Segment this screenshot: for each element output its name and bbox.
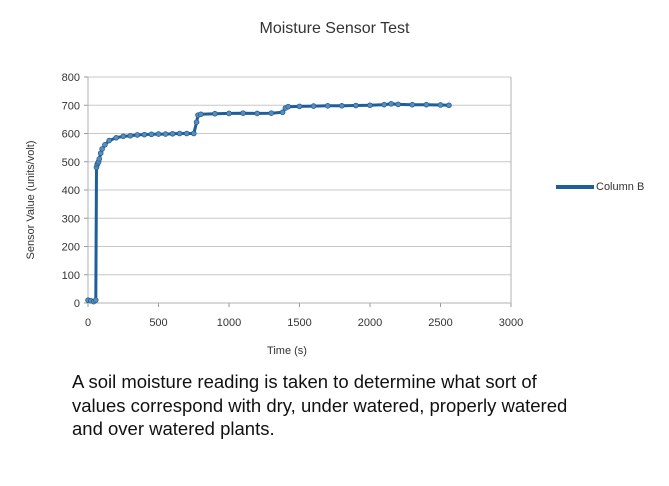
y-axis-label: Sensor Value (units/volt): [25, 140, 37, 259]
data-point: [198, 111, 204, 118]
data-point: [193, 119, 200, 125]
x-tick-label: 2500: [428, 317, 452, 329]
y-tick-label: 200: [62, 242, 80, 254]
x-tick-label: 3000: [499, 317, 523, 329]
data-point: [169, 130, 176, 137]
data-point: [353, 102, 359, 109]
data-point: [127, 132, 134, 139]
data-point: [367, 102, 373, 109]
data-point: [141, 131, 148, 138]
y-tick-label: 800: [62, 72, 80, 84]
x-tick-label: 1000: [217, 317, 241, 329]
data-point: [409, 101, 416, 108]
tick-labels: 0 100 200 300 400 500 600 700 800 0 500 1000 1500 200…: [62, 72, 524, 329]
data-point: [437, 102, 444, 108]
y-tick-label: 300: [62, 213, 80, 225]
legend: Column B: [556, 181, 644, 193]
x-axis-label: Time (s): [267, 345, 307, 357]
x-tick-label: 2000: [358, 317, 382, 329]
caption-text: A soil moisture reading is taken to dete…: [72, 371, 568, 439]
x-tick-label: 500: [149, 317, 167, 329]
y-tick-label: 700: [62, 100, 80, 112]
data-point: [279, 109, 286, 116]
data-point: [423, 101, 430, 108]
y-tick-label: 500: [62, 157, 80, 169]
data-point: [134, 132, 141, 138]
data-point: [254, 110, 261, 117]
data-point: [310, 103, 317, 109]
data-point: [96, 156, 103, 162]
data-point: [395, 101, 402, 108]
data-point: [148, 131, 155, 138]
data-point: [446, 102, 452, 109]
data-point: [162, 131, 169, 137]
y-tick-label: 0: [74, 298, 80, 310]
data-series: [85, 101, 452, 305]
data-point: [92, 297, 99, 303]
data-point: [176, 130, 183, 137]
data-point: [102, 142, 108, 148]
data-point: [120, 133, 127, 140]
data-point: [268, 110, 275, 116]
data-point: [324, 103, 331, 109]
data-point: [226, 110, 232, 117]
data-point: [190, 130, 197, 137]
data-point: [183, 130, 190, 137]
x-tick-label: 1500: [287, 317, 311, 329]
data-point: [296, 103, 303, 110]
x-tick-label: 0: [85, 317, 91, 329]
chart-title: Moisture Sensor Test: [259, 20, 410, 37]
data-point: [99, 146, 105, 152]
data-point: [155, 131, 162, 137]
data-point: [240, 110, 246, 116]
data-point: [113, 134, 119, 141]
y-tick-label: 600: [62, 129, 80, 141]
data-point: [285, 103, 292, 110]
y-tick-label: 400: [62, 185, 80, 197]
axes: [84, 76, 512, 307]
data-point: [212, 110, 218, 117]
data-point: [388, 101, 394, 107]
data-point: [338, 103, 345, 109]
gridlines: [88, 76, 511, 304]
data-point: [381, 101, 387, 108]
data-point: [106, 137, 112, 144]
y-tick-label: 100: [62, 270, 80, 282]
legend-swatch: [556, 185, 594, 189]
legend-label: Column B: [596, 181, 645, 193]
